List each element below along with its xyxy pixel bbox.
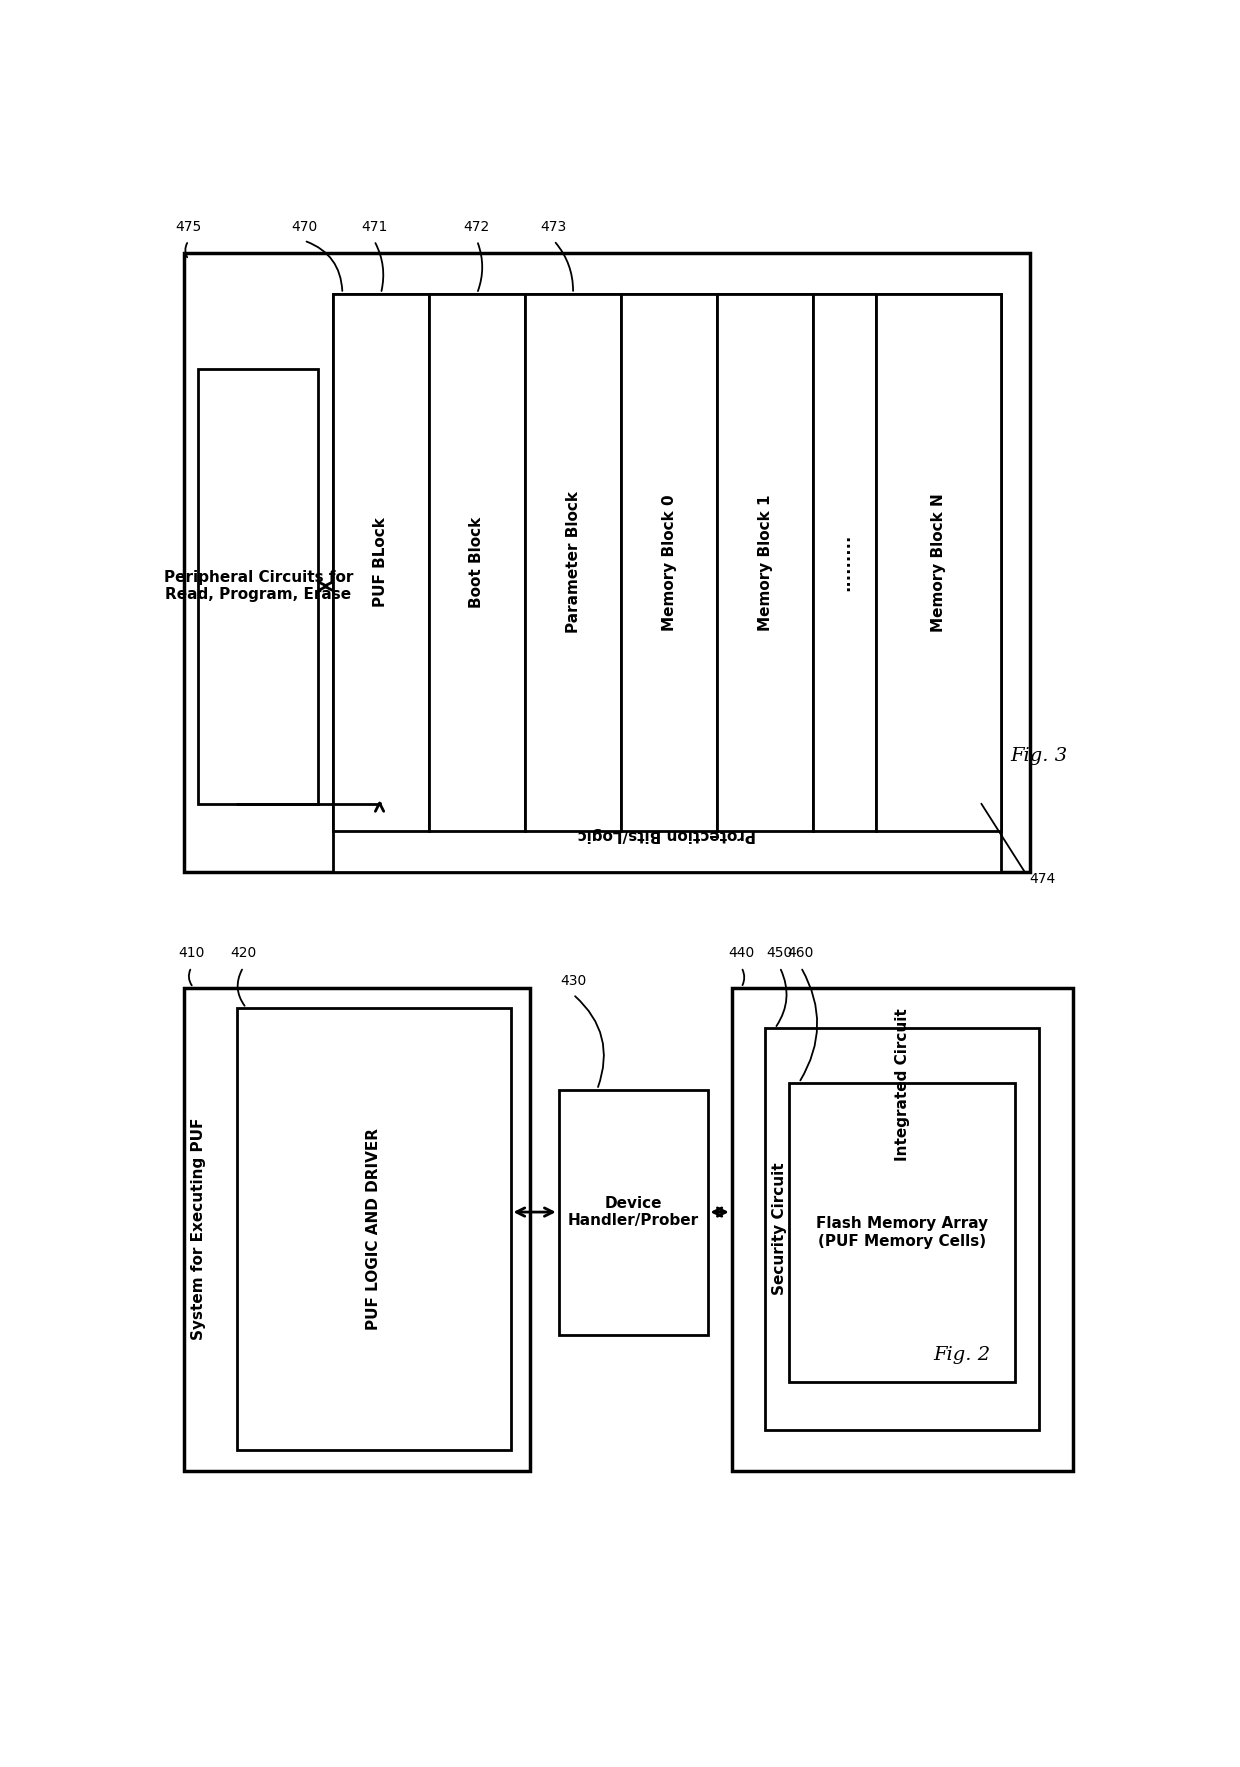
Bar (765, 1028, 1039, 1430)
Text: 430: 430 (560, 974, 587, 988)
Text: 470: 470 (291, 219, 317, 233)
Bar (875, 293, 1001, 830)
Text: 440: 440 (728, 947, 754, 961)
Text: 474: 474 (1029, 871, 1055, 885)
Bar (332, 293, 1001, 830)
Text: PUF BLock: PUF BLock (373, 518, 388, 608)
Text: Peripheral Circuits for
Read, Program, Erase: Peripheral Circuits for Read, Program, E… (164, 571, 353, 603)
Text: Fig. 3: Fig. 3 (1011, 747, 1068, 765)
Text: Memory Block 1: Memory Block 1 (758, 495, 773, 631)
Text: Boot Block: Boot Block (470, 516, 485, 608)
Text: 420: 420 (231, 947, 257, 961)
Bar (813, 293, 875, 830)
Text: 471: 471 (361, 219, 387, 233)
Text: 473: 473 (541, 219, 567, 233)
Bar (789, 1083, 1016, 1382)
Bar (332, 293, 429, 830)
Text: .........: ......... (836, 534, 853, 592)
Text: 472: 472 (464, 219, 490, 233)
Bar (429, 293, 525, 830)
Text: Flash Memory Array
(PUF Memory Cells): Flash Memory Array (PUF Memory Cells) (816, 1216, 988, 1249)
Bar (558, 1090, 708, 1334)
Bar (198, 369, 319, 804)
Text: Memory Block N: Memory Block N (931, 493, 946, 633)
Text: System for Executing PUF: System for Executing PUF (191, 1119, 206, 1339)
Bar (237, 1007, 511, 1451)
Bar (621, 293, 717, 830)
Bar (332, 797, 1001, 871)
Text: Parameter Block: Parameter Block (565, 491, 580, 633)
Text: Security Circuit: Security Circuit (773, 1163, 787, 1295)
Text: 450: 450 (766, 947, 792, 961)
Text: 410: 410 (179, 947, 205, 961)
Bar (184, 988, 529, 1470)
Bar (525, 293, 621, 830)
Text: Memory Block 0: Memory Block 0 (662, 495, 677, 631)
Text: Integrated Circuit: Integrated Circuit (895, 1007, 910, 1161)
Bar (184, 253, 1029, 871)
Bar (732, 988, 1073, 1470)
Text: 460: 460 (787, 947, 813, 961)
Bar (717, 293, 813, 830)
Text: PUF LOGIC AND DRIVER: PUF LOGIC AND DRIVER (366, 1127, 381, 1331)
Text: 475: 475 (176, 219, 202, 233)
Text: Protection Bits/Logic: Protection Bits/Logic (578, 827, 756, 843)
Text: Fig. 2: Fig. 2 (934, 1346, 991, 1364)
Text: Device
Handler/Prober: Device Handler/Prober (568, 1196, 698, 1228)
